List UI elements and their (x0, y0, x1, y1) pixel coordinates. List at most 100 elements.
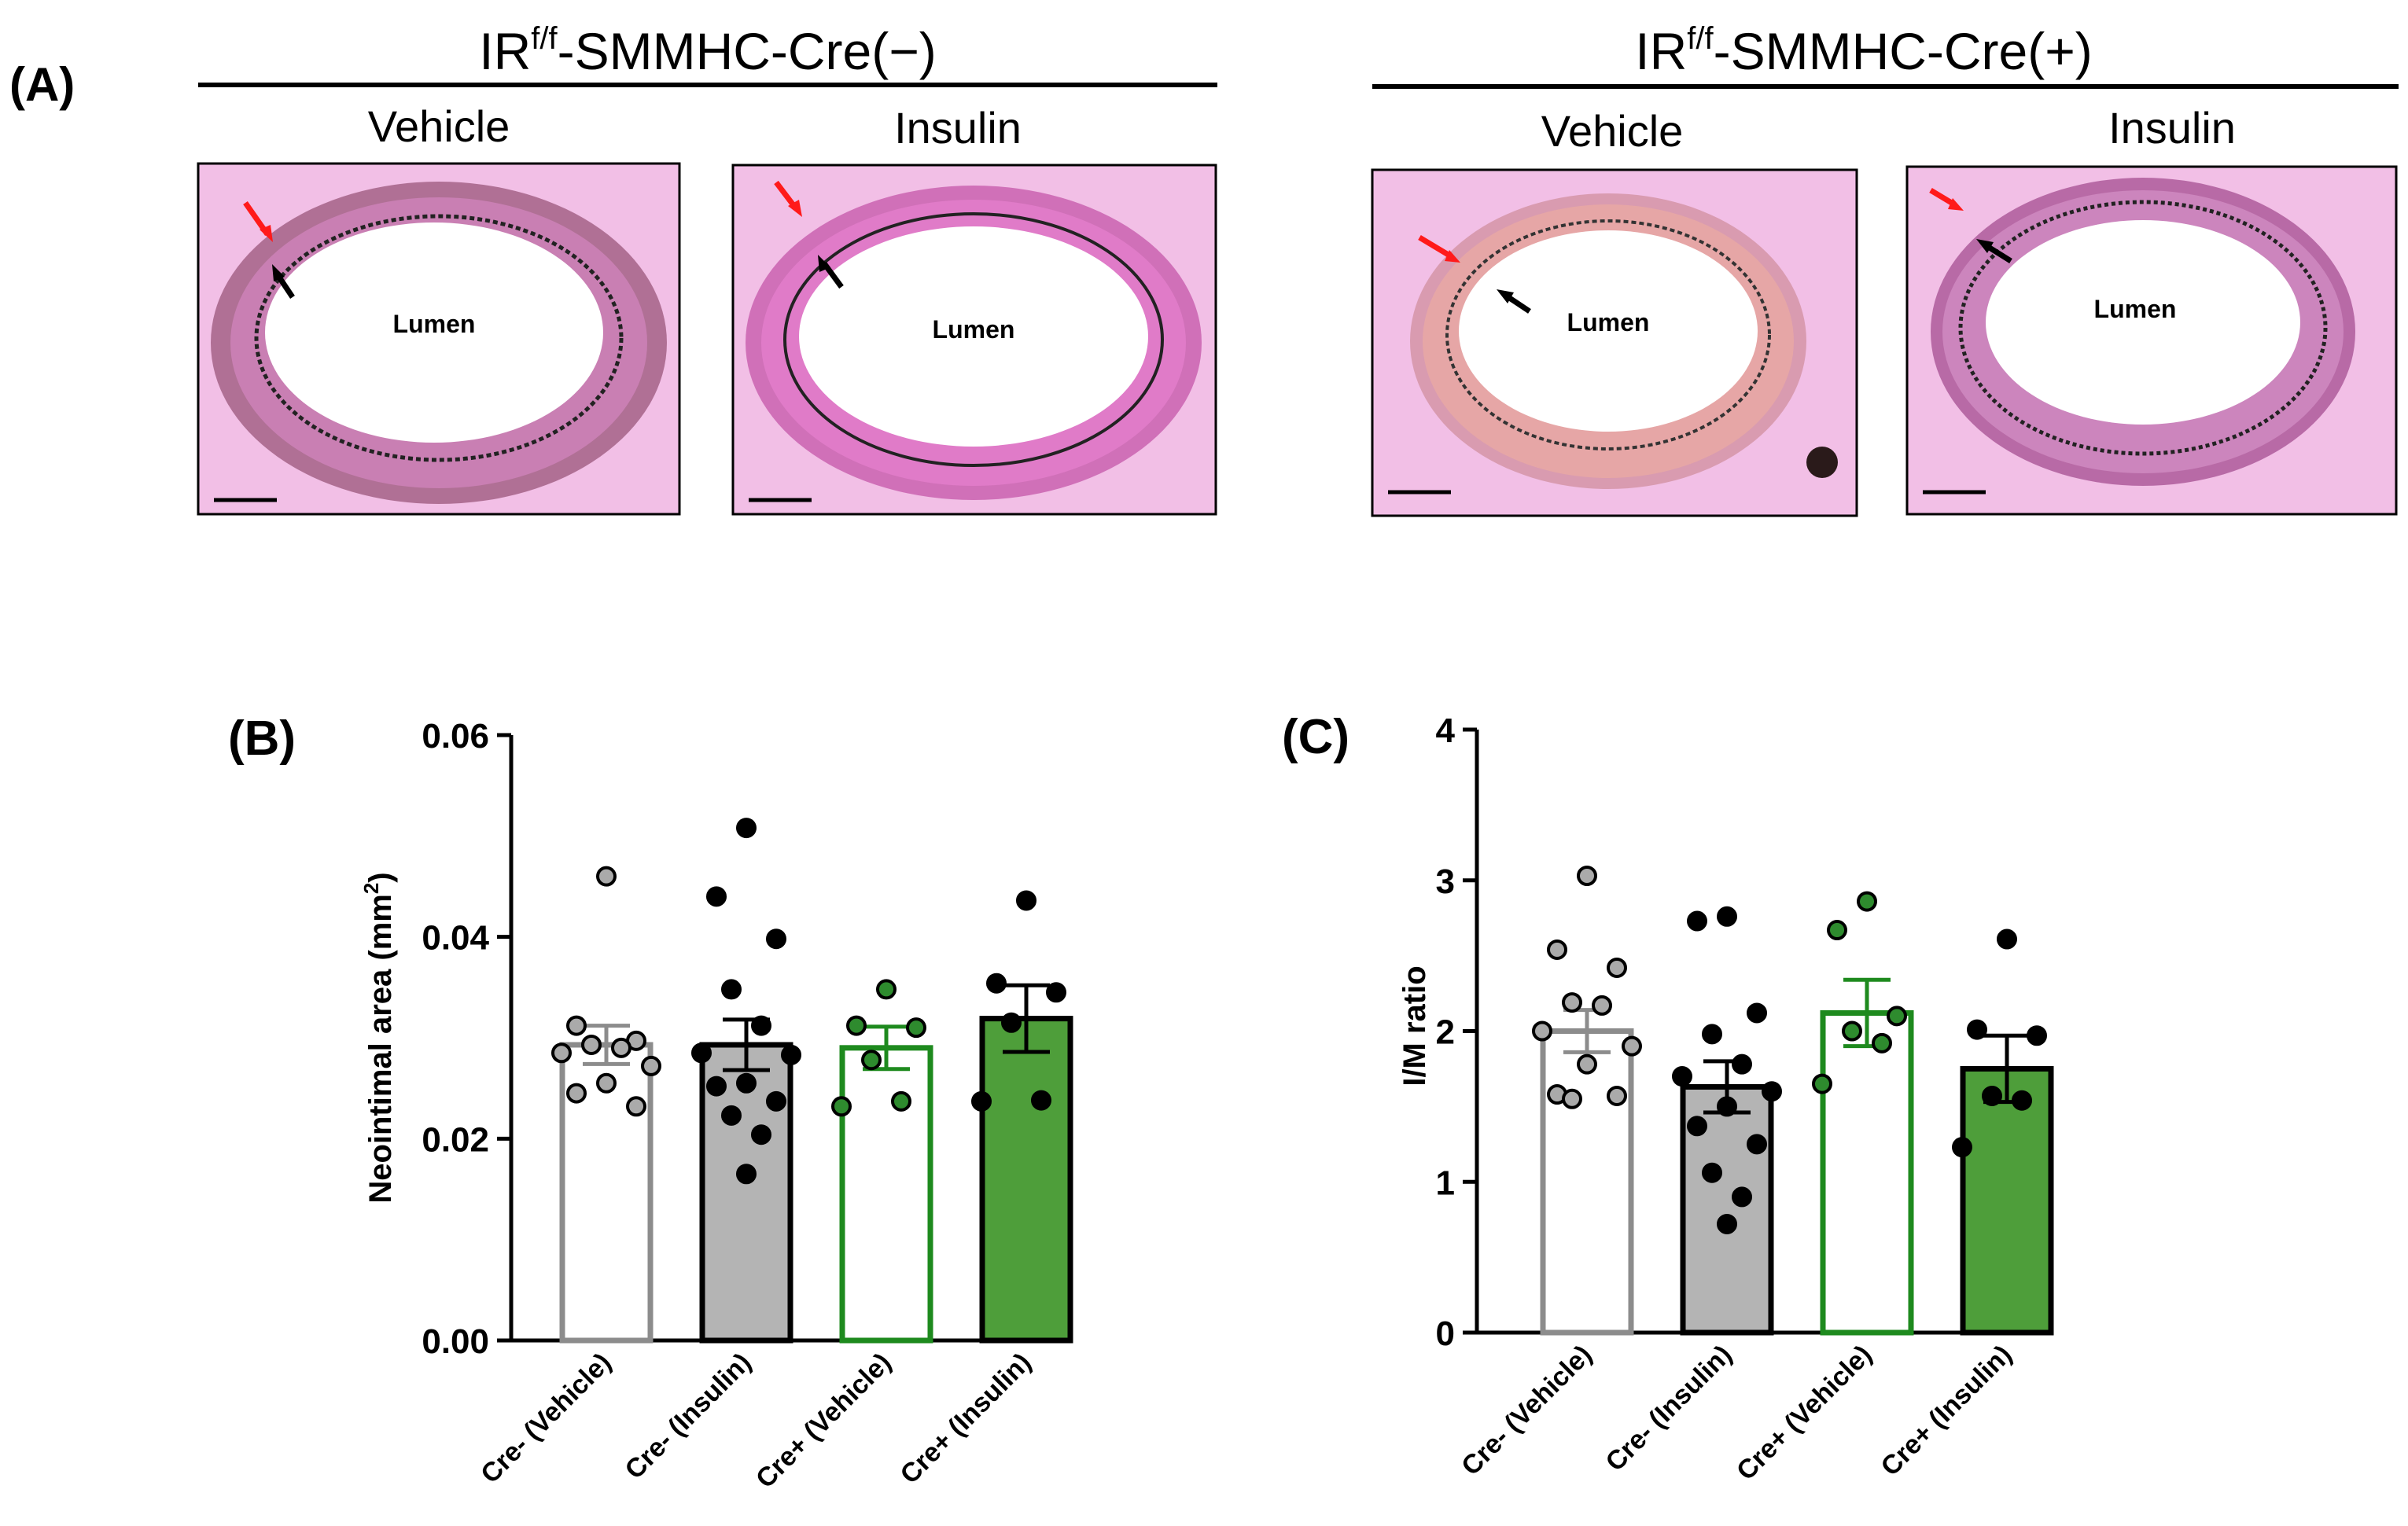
micrograph-cre-neg-insulin: Lumen (731, 164, 1217, 516)
bar (979, 1016, 1073, 1344)
data-point (706, 886, 727, 907)
data-point (1982, 1085, 2002, 1106)
data-point (1717, 1096, 1737, 1117)
panel-a-label: (A) (9, 58, 75, 111)
data-point (2027, 1025, 2047, 1046)
data-point (1577, 865, 1597, 886)
data-point (551, 1042, 572, 1064)
data-point (721, 1105, 742, 1126)
data-point (626, 1096, 646, 1117)
y-tick-label: 1 (1436, 1164, 1455, 1202)
micrograph-cre-pos-vehicle: Lumen (1371, 168, 1858, 517)
data-point (1532, 1020, 1552, 1042)
image-label-cre-pos-vehicle: Vehicle (1541, 106, 1684, 156)
data-point (1732, 1186, 1752, 1208)
data-point (1687, 1116, 1707, 1137)
data-point (736, 1072, 757, 1094)
data-point (751, 1015, 771, 1036)
data-point (1577, 1053, 1597, 1075)
y-axis-label-tail: ) (363, 872, 398, 882)
lumen-label: Lumen (2094, 295, 2177, 323)
x-tick-label: Cre- (Vehicle) (475, 1348, 617, 1490)
image-label-cre-neg-insulin: Insulin (894, 103, 1022, 153)
y-tick-label: 3 (1436, 862, 1455, 901)
black-arrow (1976, 239, 2012, 263)
y-tick-label: 0 (1436, 1315, 1455, 1353)
data-point (1812, 1073, 1832, 1094)
y-tick-label: 0.00 (422, 1322, 489, 1361)
x-tick-label: Cre- (Insulin) (1600, 1340, 1738, 1477)
data-point (766, 928, 786, 950)
data-point (1887, 1006, 1907, 1027)
bar (1540, 1028, 1634, 1336)
black-arrow (1497, 289, 1531, 314)
data-point (751, 1124, 771, 1145)
data-point (706, 1076, 727, 1097)
data-point (1562, 1088, 1582, 1109)
red-arrow (774, 180, 802, 217)
group-title-cre-neg: IRf/f-SMMHC-Cre(−) (479, 21, 936, 80)
data-point (1967, 1019, 1987, 1040)
data-point (596, 1072, 617, 1094)
panel-label: (C) (1282, 710, 1349, 764)
data-point (1592, 995, 1612, 1016)
image-label-cre-pos-insulin: Insulin (2108, 103, 2236, 153)
y-axis-label: I/M ratio (1397, 965, 1432, 1086)
data-point (581, 1034, 602, 1055)
data-point (1762, 1081, 1782, 1102)
chart-im-ratio: (C) 0 1 2 3 4 I/M ratio Cre- (Vehicle) Cre- (Ins… (1282, 710, 2054, 1486)
data-point (566, 1015, 587, 1036)
data-point (1001, 1012, 1022, 1033)
data-point (2012, 1090, 2032, 1111)
data-point (766, 1090, 786, 1112)
data-point (1952, 1137, 1972, 1158)
y-axis-label-main: Neointimal area (mm (363, 894, 398, 1203)
black-arrow (818, 255, 844, 289)
data-point (1687, 910, 1707, 932)
y-tick-label: 0.04 (422, 919, 489, 958)
lumen-label: Lumen (393, 310, 476, 338)
x-tick-label: Cre- (Insulin) (620, 1348, 757, 1485)
y-tick-label: 0.02 (422, 1120, 489, 1159)
red-arrow (243, 200, 273, 242)
y-tick-label: 0.06 (422, 717, 489, 756)
bar (1820, 1009, 1914, 1336)
data-point (1607, 957, 1627, 978)
data-point (1732, 1053, 1752, 1075)
x-tick-label: Cre+ (Vehicle) (750, 1348, 897, 1495)
y-tick-label: 4 (1436, 712, 1456, 750)
data-point (1747, 1002, 1767, 1024)
data-point (876, 979, 897, 1000)
data-point (1872, 1032, 1892, 1053)
micrograph-cre-pos-insulin: Lumen (1905, 165, 2398, 516)
data-point (1672, 1066, 1692, 1087)
x-tick-label: Cre+ (Insulin) (894, 1348, 1036, 1490)
micrograph-cre-neg-vehicle: Lumen (197, 162, 681, 516)
data-point (736, 818, 757, 839)
black-arrow (272, 264, 295, 299)
lumen-label: Lumen (933, 315, 1015, 344)
data-point (736, 1164, 757, 1185)
data-point (986, 973, 1007, 994)
data-point (1717, 1213, 1737, 1234)
data-point (1046, 982, 1066, 1003)
y-axis-label: Neointimal area (mm2) (359, 872, 398, 1203)
data-point (891, 1090, 911, 1112)
bar (839, 1045, 933, 1344)
data-point (1747, 1134, 1767, 1155)
group-title-cre-pos: IRf/f-SMMHC-Cre(+) (1635, 21, 2092, 80)
image-label-cre-neg-vehicle: Vehicle (368, 101, 510, 151)
chart-neointimal-area: (B) 0.00 0.02 0.04 0.06 Neointimal area (mm2)… (228, 712, 1073, 1495)
red-arrow (1418, 234, 1460, 263)
lumen-label: Lumen (1567, 308, 1650, 336)
data-point (1857, 891, 1877, 912)
data-point (906, 1017, 926, 1039)
panel-label: (B) (228, 712, 296, 766)
data-point (1622, 1035, 1642, 1057)
y-tick-label: 2 (1436, 1013, 1455, 1052)
data-point (861, 1050, 882, 1071)
data-point (1717, 906, 1737, 927)
y-axis-label-main: I/M ratio (1397, 965, 1432, 1086)
panel-a: (A) IRf/f-SMMHC-Cre(−) IRf/f-SMMHC-Cre(+… (9, 21, 2399, 517)
data-point (1031, 1090, 1051, 1111)
